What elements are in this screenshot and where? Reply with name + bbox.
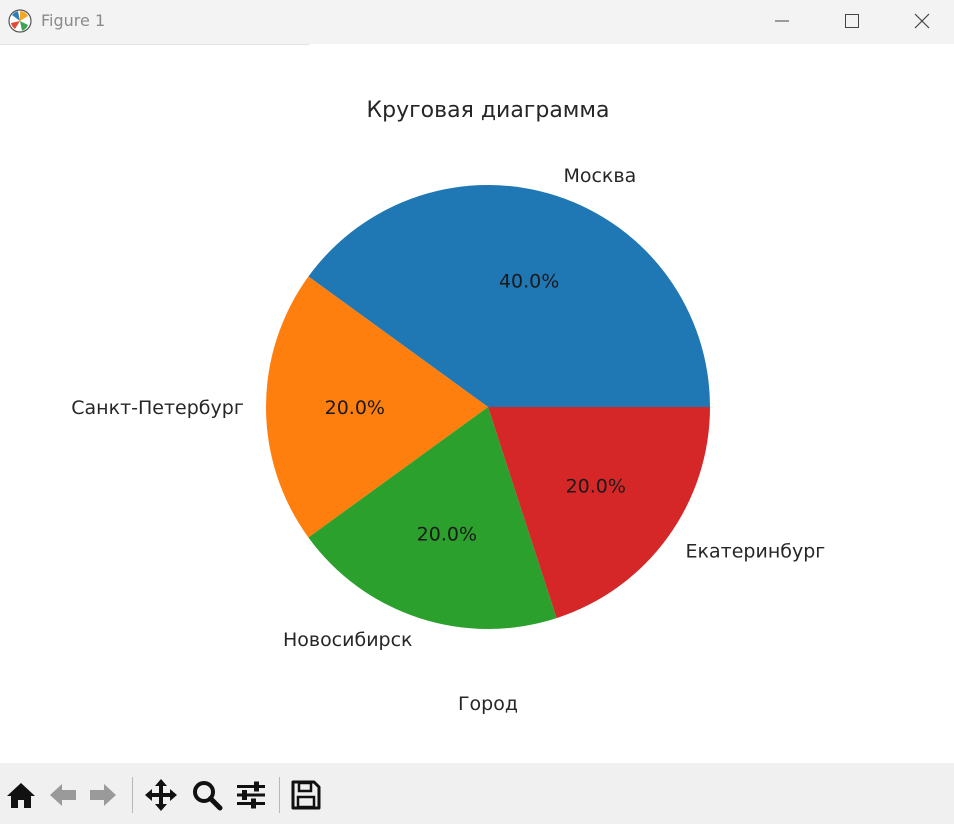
toolbar-separator	[279, 777, 280, 813]
maximize-icon	[845, 14, 859, 28]
category-label: Новосибирск	[283, 629, 413, 651]
configure-subplots-button[interactable]	[234, 777, 268, 813]
configure-subplots-icon	[237, 781, 265, 809]
home-button[interactable]	[4, 777, 38, 813]
category-labels: Москва Санкт-Петербург Новосибирск Екатерин…	[71, 165, 825, 651]
back-arrow-icon	[50, 784, 76, 806]
forward-button[interactable]	[86, 777, 120, 813]
percentage-label: 20.0%	[566, 475, 626, 497]
percentage-label: 20.0%	[417, 524, 477, 546]
x-axis-label: Город	[458, 693, 518, 715]
pie-slice	[308, 185, 710, 407]
matplotlib-icon	[8, 9, 32, 33]
pan-button[interactable]	[144, 777, 178, 813]
percentage-label: 20.0%	[325, 397, 385, 419]
back-button[interactable]	[46, 777, 80, 813]
home-icon	[7, 783, 35, 808]
zoom-button[interactable]	[190, 777, 224, 813]
pie-slice	[266, 276, 488, 538]
pie-slice	[488, 407, 710, 619]
category-label: Екатеринбург	[686, 541, 826, 563]
pie-slices	[266, 185, 710, 629]
window-titlebar: Figure 1	[0, 0, 954, 44]
percentage-label: 40.0%	[499, 270, 559, 292]
maximize-button[interactable]	[830, 4, 874, 38]
window-title: Figure 1	[41, 11, 106, 30]
titlebar-divider	[0, 44, 310, 45]
zoom-icon	[193, 781, 223, 811]
navigation-toolbar	[0, 763, 954, 824]
minimize-icon	[775, 20, 789, 22]
close-button[interactable]	[900, 4, 944, 38]
pie-slice	[308, 407, 557, 629]
forward-arrow-icon	[90, 784, 116, 806]
save-icon	[291, 780, 321, 810]
close-icon	[914, 13, 930, 29]
minimize-button[interactable]	[760, 4, 804, 38]
category-label: Москва	[563, 165, 636, 187]
save-button[interactable]	[289, 777, 323, 813]
chart-title: Круговая диаграмма	[367, 98, 610, 123]
figure-canvas[interactable]: 40.0% 20.0% 20.0% 20.0% Москва Санкт-Петербу…	[0, 45, 954, 763]
pie-chart: 40.0% 20.0% 20.0% 20.0% Москва Санкт-Петербу…	[71, 98, 825, 715]
category-label: Санкт-Петербург	[71, 397, 244, 419]
percentage-labels: 40.0% 20.0% 20.0% 20.0%	[325, 270, 626, 545]
pan-icon	[145, 779, 177, 811]
toolbar-separator	[132, 777, 133, 813]
